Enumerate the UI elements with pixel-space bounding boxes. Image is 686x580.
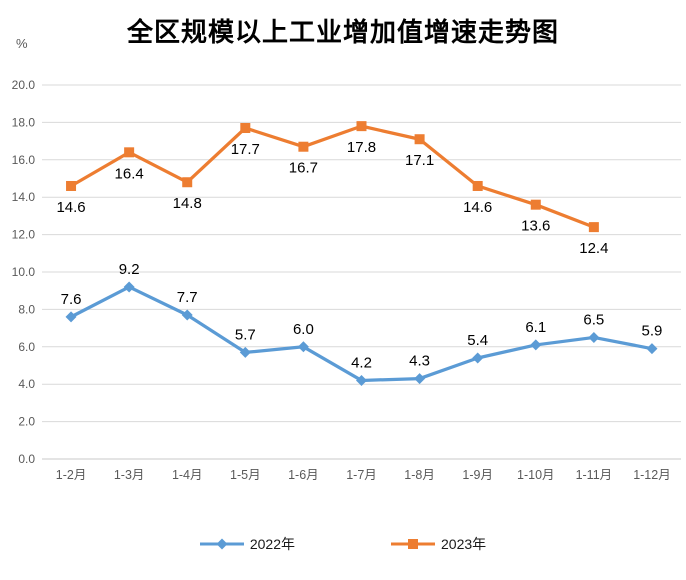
y-axis-unit-label: % [16,36,28,51]
y-tick-label: 6.0 [18,340,35,354]
data-label: 14.6 [463,199,492,216]
data-label: 4.3 [409,353,430,370]
data-label: 7.6 [61,291,82,308]
diamond-marker [646,343,658,355]
y-tick-label: 12.0 [12,228,36,242]
y-tick-label: 2.0 [18,415,35,429]
plot-area: 0.0 2.0 4.0 6.0 8.0 10.0 12.0 14.0 16.0 18.0 20.0 1… [12,78,681,482]
data-label: 17.1 [405,152,434,169]
data-label: 16.4 [115,165,144,182]
y-tick-label: 18.0 [12,115,36,129]
square-marker [356,121,367,132]
diamond-marker [297,341,309,353]
x-tick-label: 1-8月 [404,468,435,482]
legend-line-diamond-icon [199,538,244,550]
diamond-marker [472,352,484,364]
x-tick-label: 1-11月 [576,468,613,482]
x-tick-label: 1-2月 [56,468,87,482]
diamond-marker [65,311,77,323]
square-marker [124,147,135,158]
data-label: 14.8 [173,195,202,212]
diamond-marker [356,374,367,386]
data-label: 5.7 [235,326,256,343]
legend-item-2023: 2023年 [391,534,486,554]
data-label: 7.7 [177,289,198,306]
diamond-marker [239,346,251,358]
chart-title: 全区规模以上工业增加值增速走势图 [126,17,559,47]
data-label: 5.4 [467,332,488,349]
diamond-marker [530,339,542,351]
legend-label: 2023年 [441,536,487,552]
y-tick-label: 16.0 [12,153,36,167]
series-line-2023年 [69,124,596,229]
data-label: 6.0 [293,321,314,338]
data-label: 4.2 [351,354,372,371]
y-tick-label: 14.0 [12,190,36,204]
legend-label: 2022年 [249,536,295,552]
data-label: 13.6 [521,218,550,235]
square-marker [240,123,251,134]
y-tick-label: 4.0 [18,377,35,391]
legend-item-2022: 2022年 [199,534,295,554]
data-label: 5.9 [642,323,663,340]
y-tick-label: 0.0 [18,452,35,466]
square-marker [472,180,483,191]
x-tick-label: 1-12月 [633,468,671,482]
x-tick-label: 1-3月 [114,468,145,482]
square-marker [414,134,425,145]
square-marker [66,180,77,191]
data-label: 9.2 [119,261,140,278]
data-label: 17.7 [231,141,260,158]
square-marker [588,222,599,233]
diamond-marker [181,309,193,321]
x-tick-label: 1-9月 [462,468,493,482]
data-label: 16.7 [289,160,318,177]
y-tick-label: 8.0 [18,302,35,316]
square-marker [530,199,541,210]
x-tick-label: 1-5月 [230,468,261,482]
diamond-marker [414,373,426,385]
legend-line-square-icon [391,539,435,549]
square-marker [182,177,193,188]
x-tick-label: 1-10月 [517,468,555,482]
data-label: 14.6 [56,199,85,216]
data-label: 6.5 [583,311,604,328]
x-tick-label: 1-7月 [346,468,377,482]
y-tick-label: 20.0 [12,78,36,92]
diamond-marker [123,281,135,293]
y-tick-label: 10.0 [12,265,36,279]
data-label: 17.8 [347,139,376,156]
diamond-marker [588,331,600,343]
square-marker [298,141,309,152]
x-tick-label: 1-4月 [172,468,203,482]
chart-legend: 2022年 2023年 [0,534,686,554]
data-label: 6.1 [525,319,546,336]
x-tick-label: 1-6月 [288,468,319,482]
data-label: 12.4 [579,240,608,257]
